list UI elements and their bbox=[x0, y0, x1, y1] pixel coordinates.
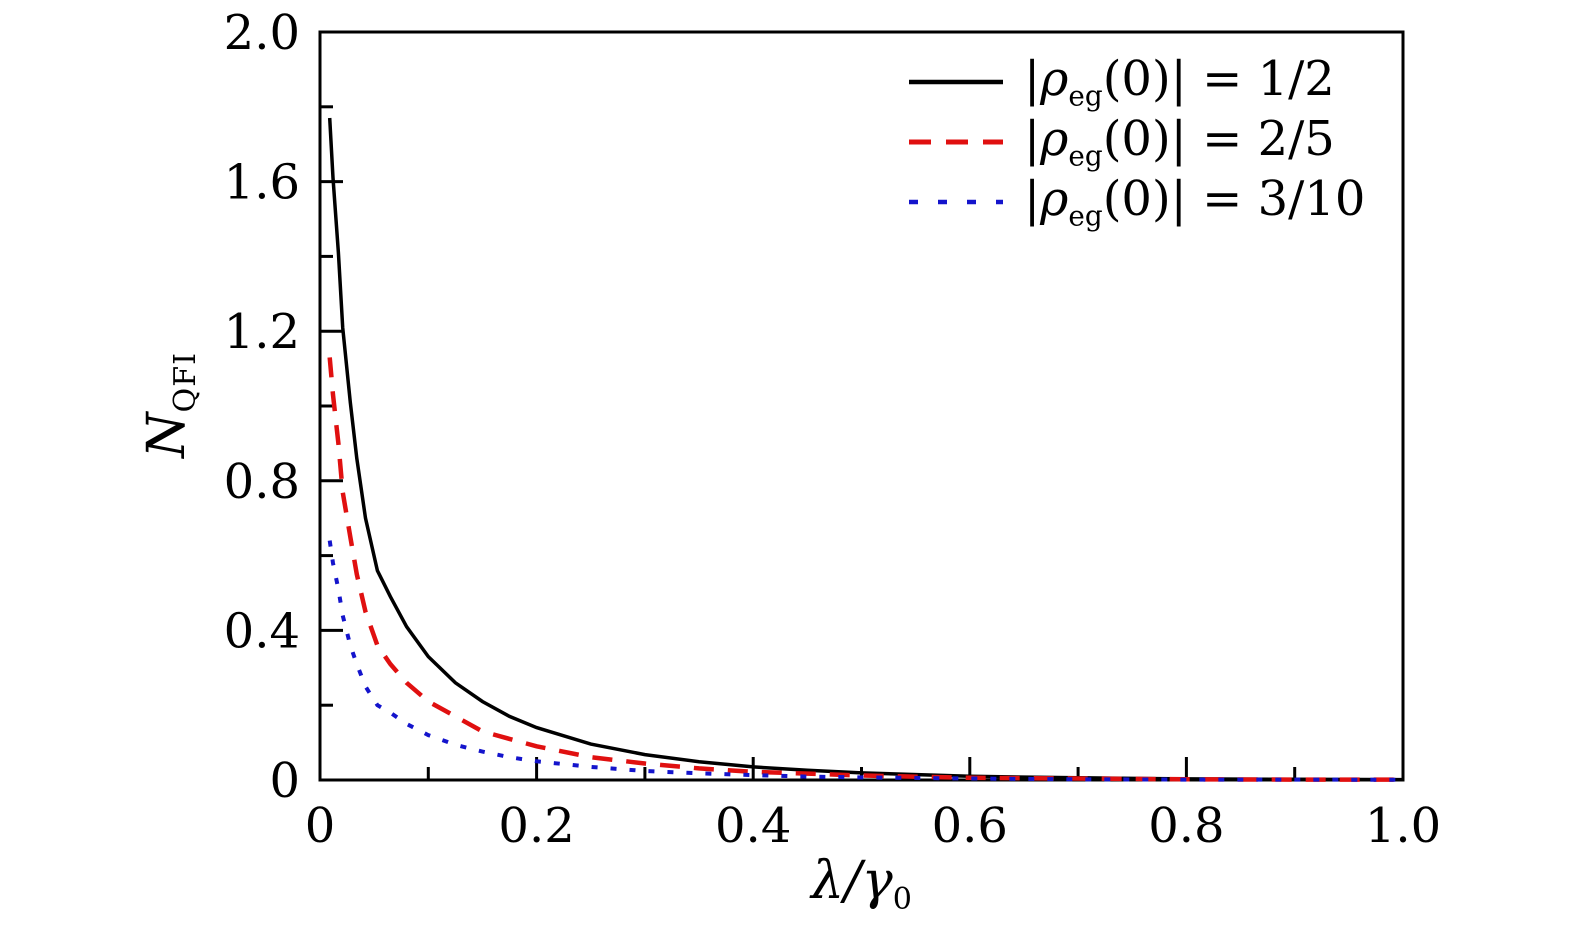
y-axis-label: NQFI bbox=[137, 352, 203, 458]
legend-item-rho-1-2: |ρeg(0)| = 1/2 bbox=[908, 51, 1365, 113]
legend-label: |ρeg(0)| = 2/5 bbox=[1024, 111, 1335, 173]
legend-label-subscript: eg bbox=[1068, 79, 1103, 113]
x-tick-label: 0.4 bbox=[715, 798, 791, 854]
x-tick-label: 0.2 bbox=[498, 798, 574, 854]
x-axis-label: λ/γ0 bbox=[811, 851, 913, 917]
x-axis-label-subscript: 0 bbox=[892, 882, 913, 918]
legend-label-value: (0)| = 1/2 bbox=[1102, 51, 1335, 108]
y-tick-label: 0.4 bbox=[224, 603, 300, 659]
legend-label-symbol: |ρ bbox=[1024, 171, 1069, 228]
x-axis-label-symbol: λ/γ bbox=[811, 850, 893, 911]
legend-label-value: (0)| = 2/5 bbox=[1102, 111, 1335, 168]
y-tick-label: 2.0 bbox=[224, 5, 300, 61]
legend: |ρeg(0)| = 1/2 |ρeg(0)| = 2/5 |ρeg(0)| =… bbox=[908, 51, 1365, 233]
y-tick-label: 0 bbox=[269, 753, 300, 809]
legend-label-symbol: |ρ bbox=[1024, 111, 1069, 168]
x-tick-label: 0 bbox=[305, 798, 336, 854]
legend-line-dashed bbox=[909, 139, 1003, 145]
legend-label: |ρeg(0)| = 1/2 bbox=[1024, 51, 1335, 113]
x-tick-label: 0.6 bbox=[932, 798, 1008, 854]
y-tick-label: 1.2 bbox=[224, 304, 300, 360]
legend-label: |ρeg(0)| = 3/10 bbox=[1024, 171, 1365, 233]
y-tick-label: 1.6 bbox=[224, 155, 300, 211]
legend-line-dotted bbox=[909, 199, 1003, 205]
curve-rho-2-5 bbox=[327, 357, 1403, 782]
curve-rho-3-10 bbox=[327, 540, 1404, 782]
legend-label-value: (0)| = 3/10 bbox=[1102, 171, 1366, 228]
legend-label-symbol: |ρ bbox=[1024, 51, 1069, 108]
y-axis-label-symbol: N bbox=[136, 412, 197, 459]
curve-rho-1-2 bbox=[327, 117, 1404, 782]
legend-item-rho-2-5: |ρeg(0)| = 2/5 bbox=[908, 111, 1365, 173]
legend-line-solid bbox=[909, 79, 1003, 85]
x-tick-label: 1.0 bbox=[1365, 798, 1441, 854]
y-tick-label: 0.8 bbox=[224, 454, 300, 510]
x-tick-label: 0.8 bbox=[1148, 798, 1224, 854]
y-axis-label-subscript: QFI bbox=[168, 351, 204, 413]
legend-label-subscript: eg bbox=[1068, 139, 1103, 173]
legend-item-rho-3-10: |ρeg(0)| = 3/10 bbox=[908, 171, 1365, 233]
legend-label-subscript: eg bbox=[1068, 199, 1103, 233]
